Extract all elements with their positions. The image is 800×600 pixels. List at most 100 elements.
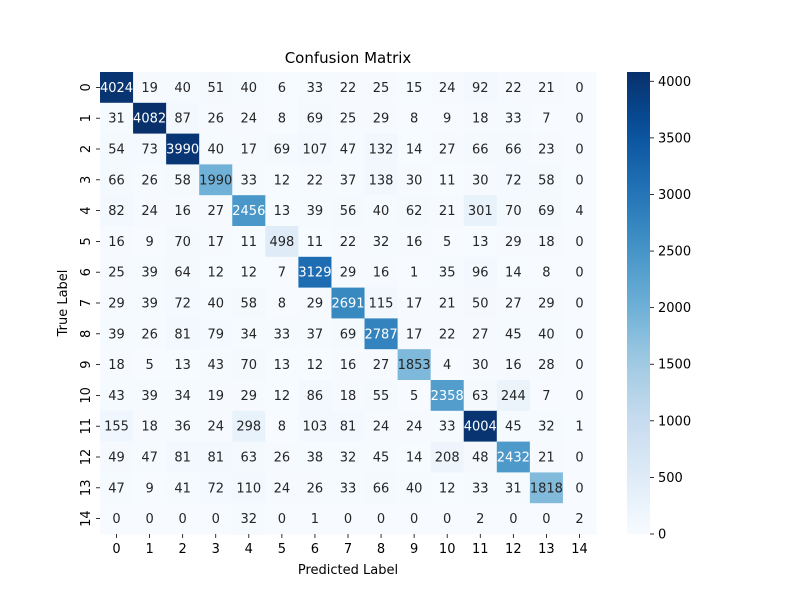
cell-value-8-11: 27 — [472, 327, 489, 342]
cell-value-0-0: 4024 — [100, 81, 133, 96]
x-tick-label-11: 11 — [472, 542, 489, 557]
heatmap-cell-5-12 — [496, 226, 531, 258]
heatmap-cell-12-1 — [133, 441, 167, 473]
heatmap-cell-1-10 — [430, 102, 465, 135]
heatmap-cell-2-4 — [232, 133, 266, 165]
heatmap-cell-13-6 — [298, 472, 333, 504]
cell-value-8-2: 81 — [174, 327, 191, 342]
heatmap-cell-3-3 — [199, 164, 233, 196]
colorbar-tick-label-1000: 1000 — [658, 414, 691, 429]
heatmap-cell-12-12 — [496, 441, 531, 473]
heatmap-cell-12-7 — [331, 441, 366, 473]
y-axis-label: True Label — [56, 270, 71, 338]
heatmap-cell-2-6 — [298, 133, 333, 165]
heatmap-cell-3-10 — [430, 164, 465, 196]
heatmap-cell-0-13 — [529, 72, 564, 104]
heatmap-cell-4-7 — [331, 195, 366, 227]
cell-value-8-13: 40 — [538, 327, 555, 342]
heatmap-cell-5-6 — [298, 226, 333, 258]
cell-value-7-5: 8 — [278, 297, 286, 312]
heatmap-cell-0-0 — [100, 72, 134, 104]
heatmap-cell-5-9 — [397, 226, 432, 258]
heatmap-cell-8-12 — [496, 318, 531, 350]
cell-value-9-2: 13 — [174, 358, 191, 373]
heatmap-cell-11-8 — [364, 410, 399, 443]
heatmap-cell-2-10 — [430, 133, 465, 165]
cell-value-8-1: 26 — [141, 327, 158, 342]
cell-value-0-9: 15 — [406, 81, 423, 96]
cell-value-8-12: 45 — [505, 327, 522, 342]
cell-value-13-0: 47 — [108, 481, 125, 496]
cell-value-2-1: 73 — [141, 143, 158, 158]
cell-value-14-7: 0 — [344, 512, 352, 527]
cell-value-13-12: 31 — [505, 481, 522, 496]
cell-value-12-1: 47 — [141, 451, 158, 466]
cell-value-9-8: 27 — [373, 358, 390, 373]
colorbar: 0 500 1000 1500 2000 2500 3000 3500 4000 — [627, 72, 691, 543]
cell-value-0-12: 22 — [505, 81, 522, 96]
cell-value-4-13: 69 — [538, 204, 555, 219]
cell-value-4-7: 56 — [340, 204, 357, 219]
cell-value-14-1: 0 — [145, 512, 153, 527]
cell-value-12-12: 2432 — [497, 451, 530, 466]
cell-value-13-10: 12 — [439, 481, 456, 496]
cell-value-10-14: 0 — [575, 389, 583, 404]
cell-value-8-4: 34 — [241, 327, 258, 342]
cell-value-12-6: 38 — [307, 451, 324, 466]
cell-value-9-9: 1853 — [398, 358, 431, 373]
y-tick-label-12: 12 — [79, 449, 94, 466]
heatmap-cell-4-11 — [463, 195, 498, 227]
cell-value-14-11: 2 — [476, 512, 484, 527]
heatmap-cell-0-11 — [463, 72, 498, 104]
heatmap-cell-5-8 — [364, 226, 399, 258]
cell-value-5-4: 11 — [241, 235, 258, 250]
y-tick-label-4: 4 — [79, 206, 94, 214]
cell-value-12-10: 208 — [435, 451, 460, 466]
heatmap-cell-2-2 — [166, 133, 200, 165]
cell-value-3-11: 30 — [472, 173, 489, 188]
cell-value-12-0: 49 — [108, 451, 125, 466]
heatmap-cell-13-11 — [463, 472, 498, 504]
heatmap-cell-12-8 — [364, 441, 399, 473]
cell-value-4-5: 13 — [274, 204, 291, 219]
heatmap-cell-13-8 — [364, 472, 399, 504]
cell-value-9-11: 30 — [472, 358, 489, 373]
heatmap-cell-11-13 — [529, 410, 564, 443]
cell-value-11-7: 81 — [340, 420, 357, 435]
cell-value-11-14: 1 — [575, 420, 583, 435]
heatmap-cell-4-0 — [100, 195, 134, 227]
cell-value-14-6: 1 — [311, 512, 319, 527]
heatmap-cell-11-10 — [430, 410, 465, 443]
heatmap-cell-14-3 — [199, 503, 233, 535]
cell-value-9-0: 18 — [108, 358, 125, 373]
cell-value-3-1: 26 — [141, 173, 158, 188]
heatmap-cell-9-5 — [265, 349, 299, 381]
cell-value-3-14: 0 — [575, 173, 583, 188]
cell-value-13-4: 110 — [236, 481, 261, 496]
cell-value-12-14: 0 — [575, 451, 583, 466]
heatmap-cell-10-12 — [496, 380, 531, 412]
cell-value-5-10: 5 — [443, 235, 451, 250]
cell-value-9-12: 16 — [505, 358, 522, 373]
cell-value-5-7: 22 — [340, 235, 357, 250]
heatmap-cell-0-6 — [298, 72, 333, 104]
heatmap-cell-14-6 — [298, 503, 333, 535]
heatmap-cell-8-10 — [430, 318, 465, 350]
cell-value-2-5: 69 — [274, 143, 291, 158]
heatmap-cell-1-13 — [529, 102, 564, 135]
cell-value-7-13: 29 — [538, 297, 555, 312]
cell-value-2-2: 3990 — [166, 143, 199, 158]
cell-value-14-0: 0 — [112, 512, 120, 527]
cell-value-12-9: 14 — [406, 451, 423, 466]
cell-value-13-6: 26 — [307, 481, 324, 496]
cell-value-10-3: 19 — [207, 389, 224, 404]
cell-value-8-9: 17 — [406, 327, 423, 342]
heatmap-cell-4-1 — [133, 195, 167, 227]
x-tick-label-9: 9 — [410, 542, 418, 557]
cell-value-6-2: 64 — [174, 266, 191, 281]
cell-value-0-8: 25 — [373, 81, 390, 96]
cell-value-1-0: 31 — [108, 112, 125, 127]
heatmap-cell-12-3 — [199, 441, 233, 473]
heatmap-cell-3-1 — [133, 164, 167, 196]
